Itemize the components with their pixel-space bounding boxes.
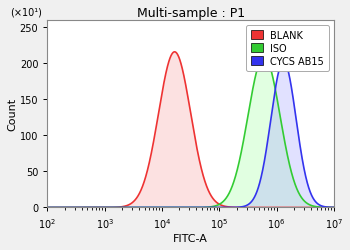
Text: (×10¹): (×10¹) (10, 7, 42, 17)
X-axis label: FITC-A: FITC-A (173, 233, 208, 243)
Title: Multi-sample : P1: Multi-sample : P1 (136, 7, 245, 20)
Y-axis label: Count: Count (7, 98, 17, 131)
Legend: BLANK, ISO, CYCS AB15: BLANK, ISO, CYCS AB15 (246, 26, 329, 71)
